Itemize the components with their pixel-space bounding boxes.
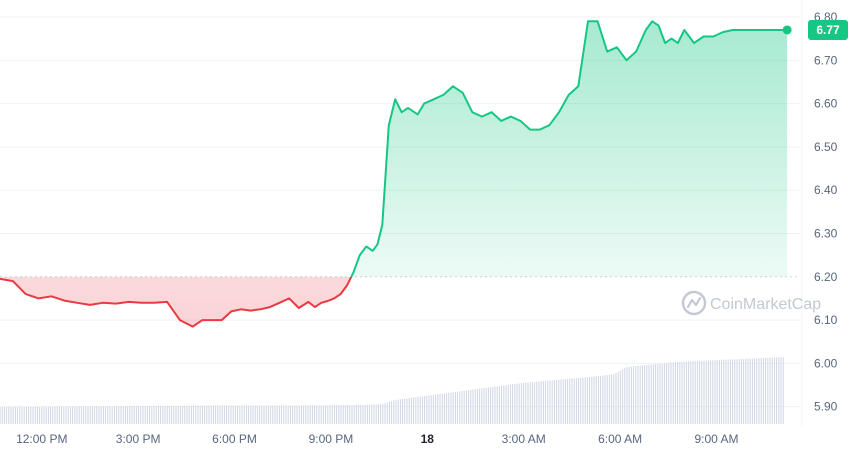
x-tick-label: 6:00 AM <box>598 432 642 446</box>
price-line-above-reference <box>350 20 788 277</box>
y-axis: 6.806.706.606.506.406.306.206.106.005.90 <box>814 10 838 414</box>
y-tick-label: 6.70 <box>814 53 838 67</box>
watermark-text: CoinMarketCap <box>710 296 821 313</box>
current-price-label: 6.77 <box>816 23 840 37</box>
watermark: CoinMarketCap <box>681 290 821 316</box>
y-tick-label: 6.60 <box>814 97 838 111</box>
y-tick-label: 6.00 <box>814 356 838 370</box>
price-area-above-reference <box>351 21 788 277</box>
x-tick-label: 12:00 PM <box>16 432 67 446</box>
x-tick-label: 3:00 PM <box>116 432 161 446</box>
volume-bars <box>0 357 784 424</box>
x-tick-label: 9:00 PM <box>309 432 354 446</box>
x-axis: 12:00 PM 3:00 PM 6:00 PM 9:00 PM 18 3:00 AM 6:… <box>16 432 738 446</box>
coinmarketcap-logo-wave-icon <box>686 296 702 309</box>
price-line-below-reference <box>0 276 353 328</box>
y-tick-label: 5.90 <box>814 400 838 414</box>
price-area-below-reference <box>0 276 788 327</box>
y-tick-label: 6.20 <box>814 270 838 284</box>
current-price-badge: 6.77 <box>808 19 848 40</box>
current-price-badge-bg <box>808 19 848 40</box>
x-tick-label: 6:00 PM <box>212 432 257 446</box>
x-tick-label: 3:00 AM <box>502 432 546 446</box>
y-tick-label: 6.30 <box>814 226 838 240</box>
y-tick-label: 6.50 <box>814 140 838 154</box>
x-tick-label: 18 <box>421 432 435 446</box>
y-tick-label: 6.10 <box>814 313 838 327</box>
current-price-point <box>782 25 792 35</box>
coinmarketcap-logo-icon <box>681 290 707 316</box>
y-tick-label: 6.40 <box>814 183 838 197</box>
x-tick-label: 9:00 AM <box>694 432 738 446</box>
